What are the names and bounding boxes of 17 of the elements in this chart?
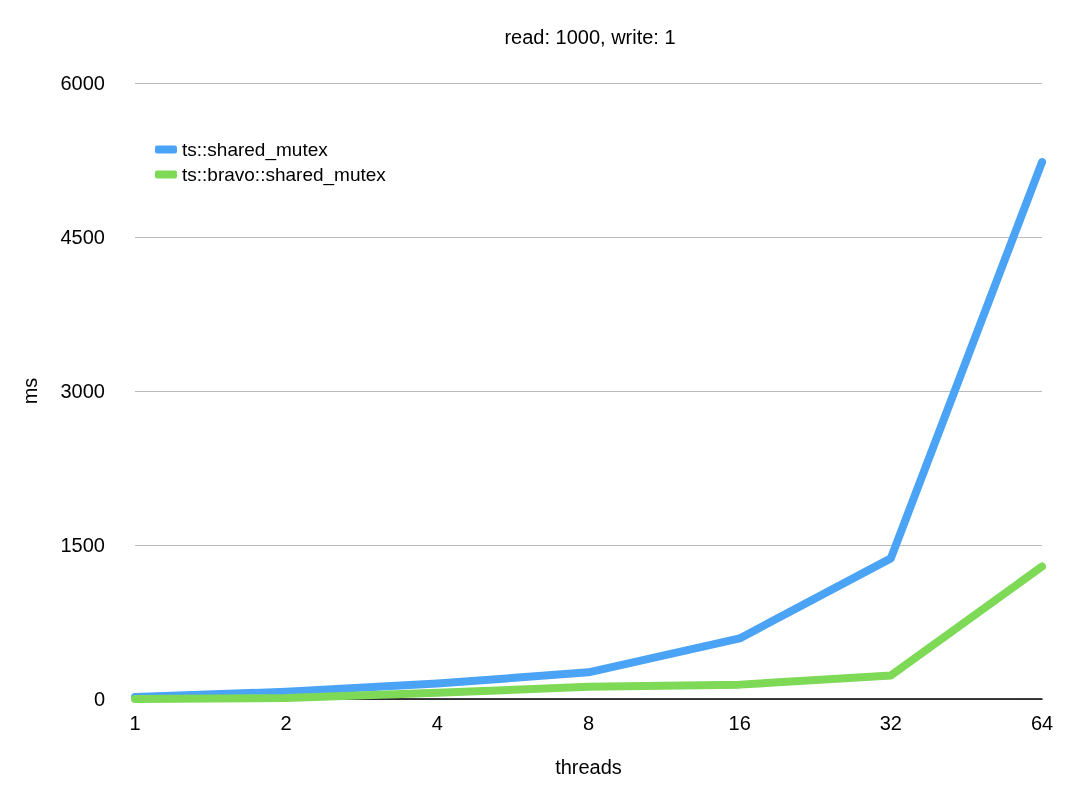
- x-tick-label: 2: [280, 712, 292, 734]
- x-tick-label: 64: [1030, 712, 1054, 734]
- y-tick-label: 3000: [60, 380, 105, 402]
- y-tick-label: 0: [93, 688, 105, 710]
- x-axis-title: threads: [555, 756, 622, 778]
- y-axis-title: ms: [19, 377, 41, 405]
- x-tick-label: 8: [582, 712, 595, 734]
- x-tick-label: 32: [879, 712, 902, 734]
- legend-label: ts::bravo::shared_mutex: [182, 164, 387, 186]
- x-tick-label: 4: [431, 712, 443, 734]
- y-tick-label: 4500: [60, 226, 105, 248]
- x-tick-label: 16: [728, 712, 751, 734]
- y-tick-label: 1500: [60, 534, 105, 556]
- y-tick-label: 6000: [60, 72, 105, 94]
- chart-title: read: 1000, write: 1: [504, 26, 676, 48]
- x-tick-label: 1: [129, 712, 141, 734]
- legend-label: ts::shared_mutex: [182, 139, 329, 161]
